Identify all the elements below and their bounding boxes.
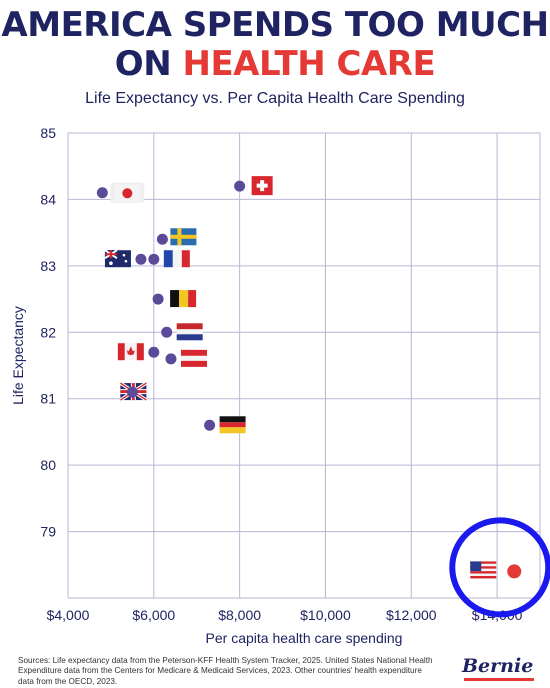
netherlands-flag-icon [176,323,203,341]
sweden-flag-icon [170,228,197,246]
germany-flag-icon [219,416,246,434]
data-point [152,293,164,305]
headline-line-2: ON HEALTH CARE [0,47,550,81]
grid-lines [67,132,541,599]
headline-line-1: AMERICA SPENDS TOO MUCH [1,5,549,45]
sources-note: Sources: Life expectancy data from the P… [18,656,433,686]
x-tick-label: $8,000 [218,607,261,623]
x-tick-label: $4,000 [47,607,90,623]
data-point [204,419,216,431]
highlight-ring [449,517,550,618]
australia-flag-icon [104,249,131,268]
japan-flag-icon [114,184,141,202]
data-point [148,346,160,358]
switzerland-flag-icon [251,176,273,196]
data-point [234,180,246,192]
y-tick-label: 82 [40,324,56,340]
data-point [507,564,522,579]
data-point [156,233,168,245]
data-point [96,187,108,199]
y-tick-label: 85 [40,125,56,141]
austria-flag-icon [180,349,207,367]
y-axis-label: Life Expectancy [10,306,26,405]
canada-flag-icon [117,343,144,361]
data-point [165,353,177,365]
france-flag-icon [163,250,190,268]
x-tick-label: $10,000 [300,607,351,623]
y-tick-label: 80 [40,457,56,473]
headline-prefix: ON [114,44,183,84]
y-tick-label: 79 [40,524,56,540]
y-tick-label: 81 [40,391,56,407]
belgium-flag-icon [170,290,197,308]
data-point [126,386,138,398]
bernie-logo: Bernie [462,655,537,683]
y-tick-label: 83 [40,258,56,274]
data-point [161,326,173,338]
y-tick-label: 84 [40,191,56,207]
logo-text: Bernie [462,655,534,677]
data-point [148,253,160,265]
logo-stripe [464,678,534,681]
usa-flag-icon [470,561,497,579]
headline-highlight: HEALTH CARE [182,44,436,84]
data-point [135,253,147,265]
x-tick-label: $12,000 [386,607,437,623]
x-axis-label: Per capita health care spending [206,630,403,646]
x-tick-label: $6,000 [132,607,175,623]
chart-subtitle: Life Expectancy vs. Per Capita Health Ca… [85,90,465,107]
